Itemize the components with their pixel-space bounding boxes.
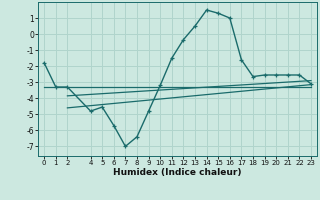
X-axis label: Humidex (Indice chaleur): Humidex (Indice chaleur)	[113, 168, 242, 177]
